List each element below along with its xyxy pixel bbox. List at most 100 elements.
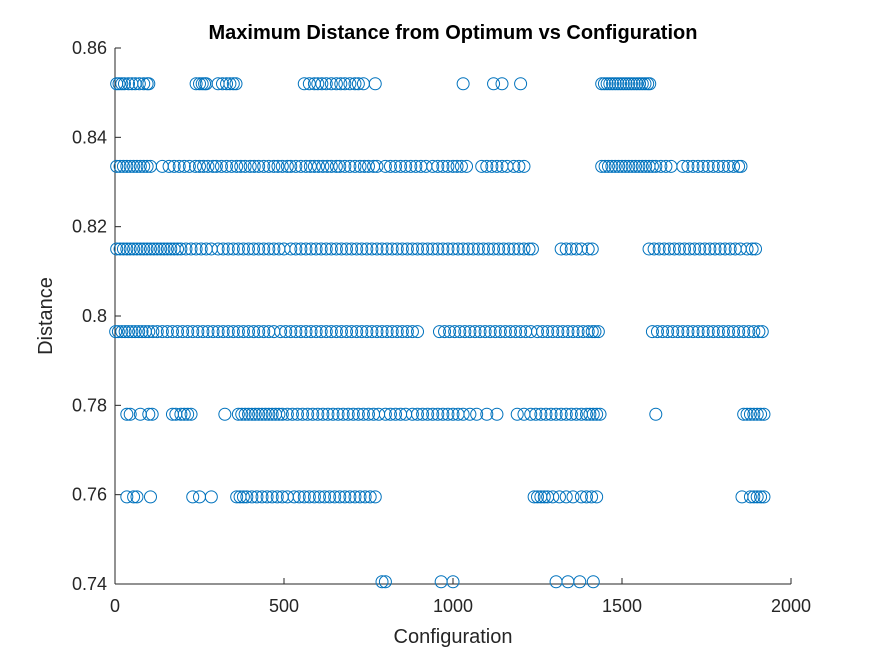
data-point [497, 242, 511, 256]
data-point [247, 159, 261, 173]
data-point [115, 325, 129, 339]
data-point [229, 77, 243, 91]
data-point [390, 325, 404, 339]
data-point [539, 407, 553, 421]
data-point [375, 575, 389, 589]
data-point [574, 242, 588, 256]
data-point [247, 325, 261, 339]
data-point [324, 242, 338, 256]
data-point [541, 325, 555, 339]
data-point [362, 159, 375, 173]
data-point [580, 490, 594, 504]
data-point [341, 407, 355, 421]
data-point [137, 159, 151, 173]
data-point [336, 407, 350, 421]
data-point [686, 159, 700, 173]
data-point [691, 325, 705, 339]
data-point [571, 325, 585, 339]
data-point [235, 407, 249, 421]
data-point [132, 325, 146, 339]
data-point [162, 159, 176, 173]
data-point [569, 407, 583, 421]
data-point [182, 159, 196, 173]
data-point [667, 242, 681, 256]
data-point [564, 407, 578, 421]
data-point [324, 325, 338, 339]
data-point [329, 77, 343, 91]
data-point [294, 159, 308, 173]
data-point [743, 490, 757, 504]
data-point [174, 242, 188, 256]
data-point [703, 242, 717, 256]
data-point [747, 490, 761, 504]
data-point [191, 325, 205, 339]
data-point [303, 159, 317, 173]
data-point [580, 407, 594, 421]
data-point [284, 242, 298, 256]
data-point [186, 490, 200, 504]
data-point [676, 159, 690, 173]
data-point [456, 407, 470, 421]
data-point [338, 159, 352, 173]
data-point [483, 325, 497, 339]
y-tick-label: 0.86 [72, 38, 107, 58]
data-point [591, 325, 605, 339]
data-point [311, 407, 325, 421]
data-point [638, 77, 652, 91]
data-point [250, 490, 264, 504]
data-point [165, 325, 179, 339]
data-point [365, 325, 379, 339]
data-point [708, 242, 722, 256]
data-point [534, 490, 548, 504]
data-point [737, 407, 751, 421]
data-point [194, 242, 208, 256]
data-point [142, 325, 156, 339]
data-point [345, 242, 359, 256]
data-point [370, 242, 384, 256]
data-point [475, 159, 489, 173]
data-point [133, 242, 147, 256]
plot-area: 0 500 1000 1500 2000 0.74 0.76 0.78 0.8 0.82 0.84… [72, 38, 811, 616]
data-point [399, 159, 413, 173]
data-point [608, 77, 622, 91]
data-point [154, 242, 168, 256]
data-point [240, 490, 254, 504]
data-point [443, 325, 457, 339]
data-point [120, 407, 134, 421]
data-point [328, 490, 342, 504]
data-point [524, 407, 538, 421]
data-point [375, 325, 389, 339]
data-point [320, 159, 334, 173]
data-point [230, 159, 244, 173]
data-point [749, 242, 763, 256]
data-point [512, 242, 526, 256]
data-point [693, 242, 707, 256]
data-point [204, 490, 218, 504]
data-point [314, 325, 328, 339]
data-point [581, 242, 595, 256]
data-point [389, 159, 403, 173]
data-point [334, 242, 348, 256]
data-point [221, 325, 235, 339]
data-point [257, 159, 271, 173]
data-point [238, 407, 252, 421]
data-point [143, 490, 157, 504]
data-point [127, 242, 141, 256]
data-point [252, 325, 266, 339]
data-point [280, 407, 294, 421]
data-point [188, 159, 202, 173]
data-point [231, 242, 245, 256]
data-point [257, 325, 271, 339]
y-tick-label: 0.74 [72, 574, 107, 594]
data-point [245, 407, 259, 421]
data-point [525, 242, 539, 256]
data-point [125, 325, 139, 339]
data-point [740, 407, 754, 421]
data-point [302, 77, 316, 91]
data-point [150, 242, 164, 256]
x-tick-label: 0 [110, 596, 120, 616]
data-point [676, 325, 690, 339]
data-point [581, 325, 595, 339]
data-point [291, 407, 305, 421]
data-point [554, 407, 568, 421]
